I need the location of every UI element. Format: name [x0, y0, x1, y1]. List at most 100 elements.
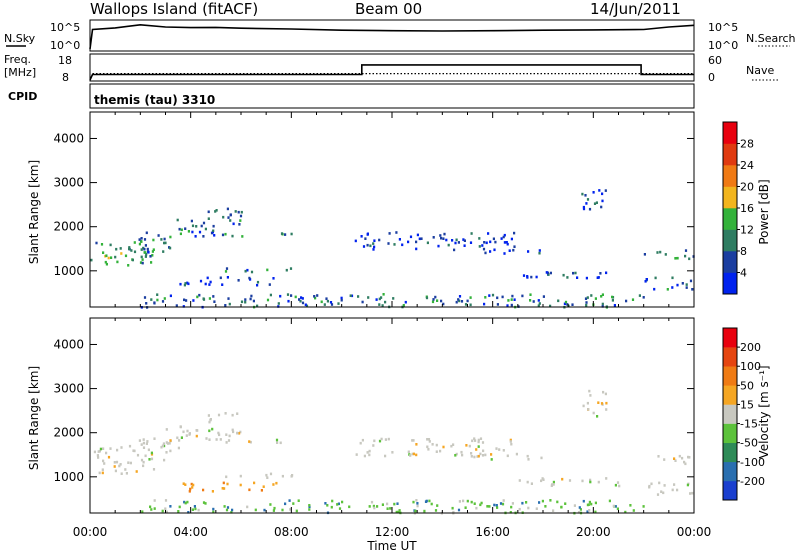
- heatmap-cell: [592, 411, 595, 415]
- heatmap-cell: [611, 299, 614, 302]
- heatmap-cell: [250, 294, 253, 298]
- heatmap-cell: [141, 258, 144, 261]
- heatmap-cell: [169, 439, 172, 442]
- heatmap-cell: [457, 508, 461, 512]
- heatmap-cell: [222, 215, 225, 219]
- heatmap-cell: [188, 490, 191, 493]
- heatmap-cell: [232, 222, 235, 226]
- heatmap-cell: [313, 295, 316, 298]
- heatmap-cell: [202, 221, 206, 225]
- heatmap-cell: [582, 404, 585, 408]
- heatmap-cell: [272, 509, 275, 512]
- heatmap-cell: [452, 510, 455, 514]
- heatmap-cell: [378, 238, 381, 242]
- heatmap-cell: [289, 508, 292, 511]
- heatmap-cell: [223, 487, 226, 490]
- heatmap-cell: [522, 274, 526, 277]
- heatmap-cell: [468, 444, 471, 448]
- heatmap-cell: [590, 502, 593, 506]
- heatmap-cell: [594, 297, 597, 300]
- heatmap-cell: [288, 499, 291, 502]
- heatmap-cell: [222, 481, 225, 485]
- heatmap-cell: [240, 210, 243, 214]
- heatmap-cell: [366, 232, 369, 236]
- heatmap-cell: [238, 432, 241, 435]
- heatmap-cell: [138, 242, 141, 246]
- heatmap-cell: [378, 439, 382, 443]
- heatmap-cell: [183, 500, 186, 504]
- heatmap-cell: [431, 443, 434, 446]
- heatmap-cell: [136, 453, 140, 457]
- heatmap-cell: [513, 231, 516, 235]
- heatmap-cell: [212, 295, 215, 298]
- colorbar-segment: [723, 385, 737, 405]
- heatmap-cell: [566, 276, 569, 279]
- heatmap-cell: [470, 500, 473, 504]
- heatmap-cell: [596, 415, 599, 418]
- heatmap-cell: [341, 500, 344, 504]
- heatmap-cell: [142, 441, 145, 445]
- heatmap-cell: [193, 505, 196, 508]
- heatmap-cell: [266, 298, 270, 302]
- heatmap-cell: [355, 453, 358, 456]
- heatmap-cell: [415, 453, 418, 457]
- heatmap-cell: [547, 273, 550, 276]
- heatmap-cell: [128, 246, 131, 249]
- heatmap-cell: [204, 502, 207, 505]
- heatmap-cell: [505, 241, 508, 244]
- heatmap-cell: [187, 282, 190, 286]
- heatmap-cell: [290, 232, 293, 236]
- heatmap-cell: [262, 485, 265, 488]
- heatmap-cell: [511, 294, 514, 298]
- heatmap-cell: [176, 436, 179, 440]
- heatmap-cell: [495, 504, 498, 507]
- heatmap-cell: [581, 192, 584, 196]
- heatmap-cell: [227, 297, 230, 300]
- heatmap-cell: [297, 499, 300, 502]
- heatmap-cell: [212, 229, 215, 233]
- heatmap-cell: [488, 294, 491, 297]
- heatmap-cell: [142, 460, 145, 464]
- heatmap-cell: [240, 300, 244, 304]
- heatmap-cell: [495, 447, 498, 450]
- heatmap-cell: [213, 300, 216, 303]
- cpid-value: themis (tau) 3310: [94, 93, 215, 107]
- heatmap-cell: [221, 487, 224, 490]
- heatmap-cell: [673, 457, 676, 460]
- heatmap-cell: [453, 248, 456, 252]
- x-tick-label: 00:00: [73, 525, 108, 539]
- heatmap-cell: [469, 303, 472, 307]
- heatmap-cell: [442, 237, 445, 240]
- heatmap-cell: [432, 298, 435, 301]
- heatmap-cell: [451, 239, 454, 242]
- heatmap-cell: [135, 470, 138, 473]
- heatmap-cell: [683, 460, 686, 464]
- heatmap-cell: [458, 299, 461, 303]
- heatmap-cell: [157, 234, 160, 237]
- x-tick-label: 04:00: [173, 525, 208, 539]
- heatmap-cell: [227, 216, 230, 219]
- heatmap-cell: [308, 508, 311, 511]
- heatmap-cell: [208, 420, 211, 424]
- heatmap-cell: [190, 219, 193, 223]
- colorbar-segment: [723, 480, 737, 501]
- heatmap-cell: [688, 257, 691, 261]
- heatmap-cell: [223, 505, 226, 508]
- heatmap-cell: [596, 276, 599, 279]
- heatmap-cell: [484, 296, 487, 299]
- heatmap-cell: [476, 455, 479, 458]
- heatmap-cell: [224, 270, 228, 273]
- heatmap-cell: [436, 299, 439, 302]
- heatmap-cell: [142, 246, 145, 250]
- heatmap-cell: [145, 442, 148, 445]
- heatmap-cell: [473, 502, 476, 505]
- y-tick-label: 3000: [53, 176, 84, 190]
- station-title: Wallops Island (fitACF): [90, 0, 258, 18]
- x-tick-label: 12:00: [375, 525, 410, 539]
- heatmap-cell: [542, 295, 545, 298]
- heatmap-cell: [469, 296, 472, 299]
- velocity-colorbar-label: Velocity [m s⁻¹]: [757, 365, 771, 458]
- heatmap-cell: [284, 502, 287, 506]
- heatmap-cell: [298, 298, 301, 301]
